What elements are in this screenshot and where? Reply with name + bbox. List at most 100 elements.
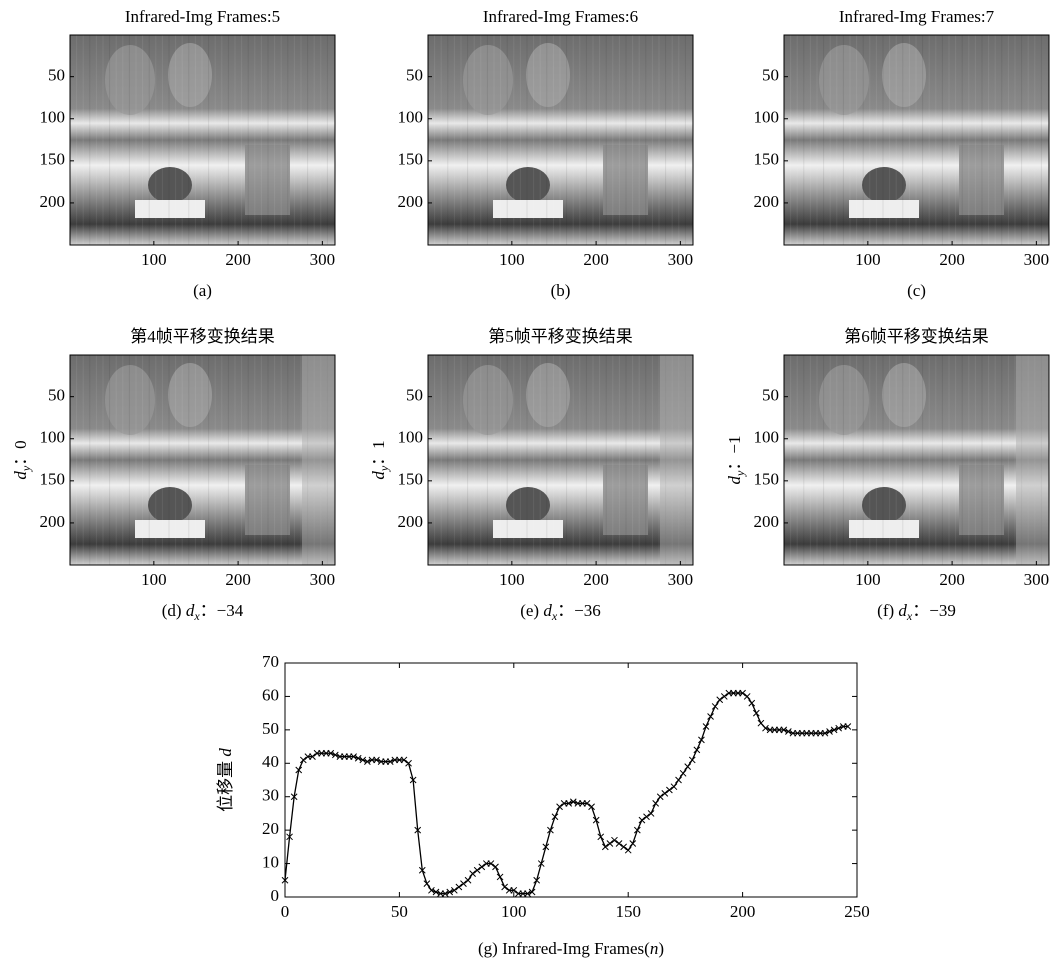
data-marker xyxy=(524,890,531,898)
y-tick-label: 100 xyxy=(398,428,424,447)
panel-title: Infrared-Img Frames:6 xyxy=(483,7,638,26)
data-marker xyxy=(707,713,714,720)
data-marker xyxy=(446,888,454,896)
bush xyxy=(148,167,192,203)
bush xyxy=(506,167,550,203)
shift-label: dy：1 xyxy=(369,440,391,479)
y-tick-label: 150 xyxy=(754,150,780,169)
x-tick-label: 100 xyxy=(855,250,881,269)
x-tick-label: 200 xyxy=(730,902,756,921)
tree xyxy=(526,363,570,427)
bush xyxy=(862,487,906,523)
y-tick-label: 200 xyxy=(398,192,424,211)
data-marker xyxy=(487,860,495,867)
subscript: y xyxy=(733,470,747,477)
axes-frame xyxy=(427,354,694,566)
axes-frame xyxy=(69,354,336,566)
shift-label: dy：0 xyxy=(11,440,33,479)
subscript: x xyxy=(551,609,558,623)
hut xyxy=(493,200,563,218)
y-tick-label: 200 xyxy=(40,192,66,211)
axes-frame xyxy=(284,662,858,898)
data-marker xyxy=(711,703,719,710)
y-tick-label: 100 xyxy=(754,428,780,447)
y-label: dy：−1 xyxy=(725,436,747,485)
building xyxy=(245,145,290,215)
data-marker xyxy=(492,863,499,871)
x-tick-label: 200 xyxy=(583,570,609,589)
data-marker xyxy=(464,876,472,884)
axes-frame xyxy=(69,34,336,246)
subscript: y xyxy=(377,465,391,472)
tree xyxy=(526,43,570,107)
data-marker xyxy=(469,870,476,877)
tree xyxy=(819,45,869,115)
data-marker xyxy=(537,860,545,867)
y-tick-label: 0 xyxy=(271,886,280,905)
data-marker xyxy=(331,751,339,759)
tree xyxy=(105,365,155,435)
x-tick-label: 100 xyxy=(501,902,527,921)
y-label: dy：1 xyxy=(369,440,391,479)
symbol: d xyxy=(11,471,30,480)
data-marker xyxy=(569,798,577,806)
y-axis-label: 位移量 d xyxy=(216,748,235,812)
x-tick-label: 200 xyxy=(225,250,251,269)
y-tick-label: 200 xyxy=(40,512,66,531)
x-tick-label: 100 xyxy=(141,250,167,269)
data-marker xyxy=(299,756,307,764)
shift-value: ：0 xyxy=(11,440,30,466)
data-marker xyxy=(611,836,618,844)
data-marker xyxy=(286,833,293,841)
subscript: y xyxy=(19,465,33,472)
tree xyxy=(463,365,513,435)
y-tick-label: 200 xyxy=(398,512,424,531)
x-tick-label: 100 xyxy=(499,570,525,589)
y-tick-label: 150 xyxy=(754,470,780,489)
symbol: d xyxy=(725,475,744,484)
data-marker xyxy=(592,816,600,824)
bush xyxy=(506,487,550,523)
data-marker xyxy=(743,693,751,700)
data-marker xyxy=(478,863,486,871)
data-marker xyxy=(414,826,422,834)
data-marker xyxy=(547,826,554,834)
caption: (f) dx：−39 xyxy=(877,601,956,623)
subscript: x xyxy=(906,609,913,623)
data-marker xyxy=(606,840,614,847)
prefix: (g) Infrared-Img Frames( xyxy=(478,939,650,958)
x-tick-label: 150 xyxy=(615,902,641,921)
y-tick-label: 50 xyxy=(762,66,779,85)
data-marker xyxy=(556,803,563,811)
data-marker xyxy=(528,888,536,896)
data-marker xyxy=(821,729,829,737)
data-marker xyxy=(441,890,449,898)
data-marker xyxy=(624,846,632,854)
x-tick-label: 300 xyxy=(310,570,336,589)
shift-value: ：−34 xyxy=(200,601,244,620)
building xyxy=(603,145,648,215)
data-marker xyxy=(688,756,696,764)
caption-letter: (d) xyxy=(162,601,182,620)
y-tick-label: 100 xyxy=(40,108,66,127)
y-tick-label: 150 xyxy=(398,470,424,489)
shifted-strip xyxy=(302,355,335,565)
caption-letter: (c) xyxy=(907,281,926,300)
tree xyxy=(882,363,926,427)
y-label: dy：0 xyxy=(11,440,33,479)
data-marker xyxy=(693,746,701,754)
y-tick-label: 100 xyxy=(40,428,66,447)
x-tick-label: 100 xyxy=(141,570,167,589)
x-tick-label: 50 xyxy=(391,902,408,921)
building xyxy=(959,465,1004,535)
y-tick-label: 100 xyxy=(398,108,424,127)
symbol: d xyxy=(543,601,552,620)
data-marker xyxy=(373,756,380,764)
caption: (e) dx：−36 xyxy=(520,601,601,623)
data-marker xyxy=(785,728,792,735)
data-marker xyxy=(364,758,371,765)
subscript: x xyxy=(193,609,200,623)
panel-title: Infrared-Img Frames:7 xyxy=(839,7,995,26)
y-tick-label: 150 xyxy=(40,150,66,169)
y-tick-label: 150 xyxy=(40,470,66,489)
